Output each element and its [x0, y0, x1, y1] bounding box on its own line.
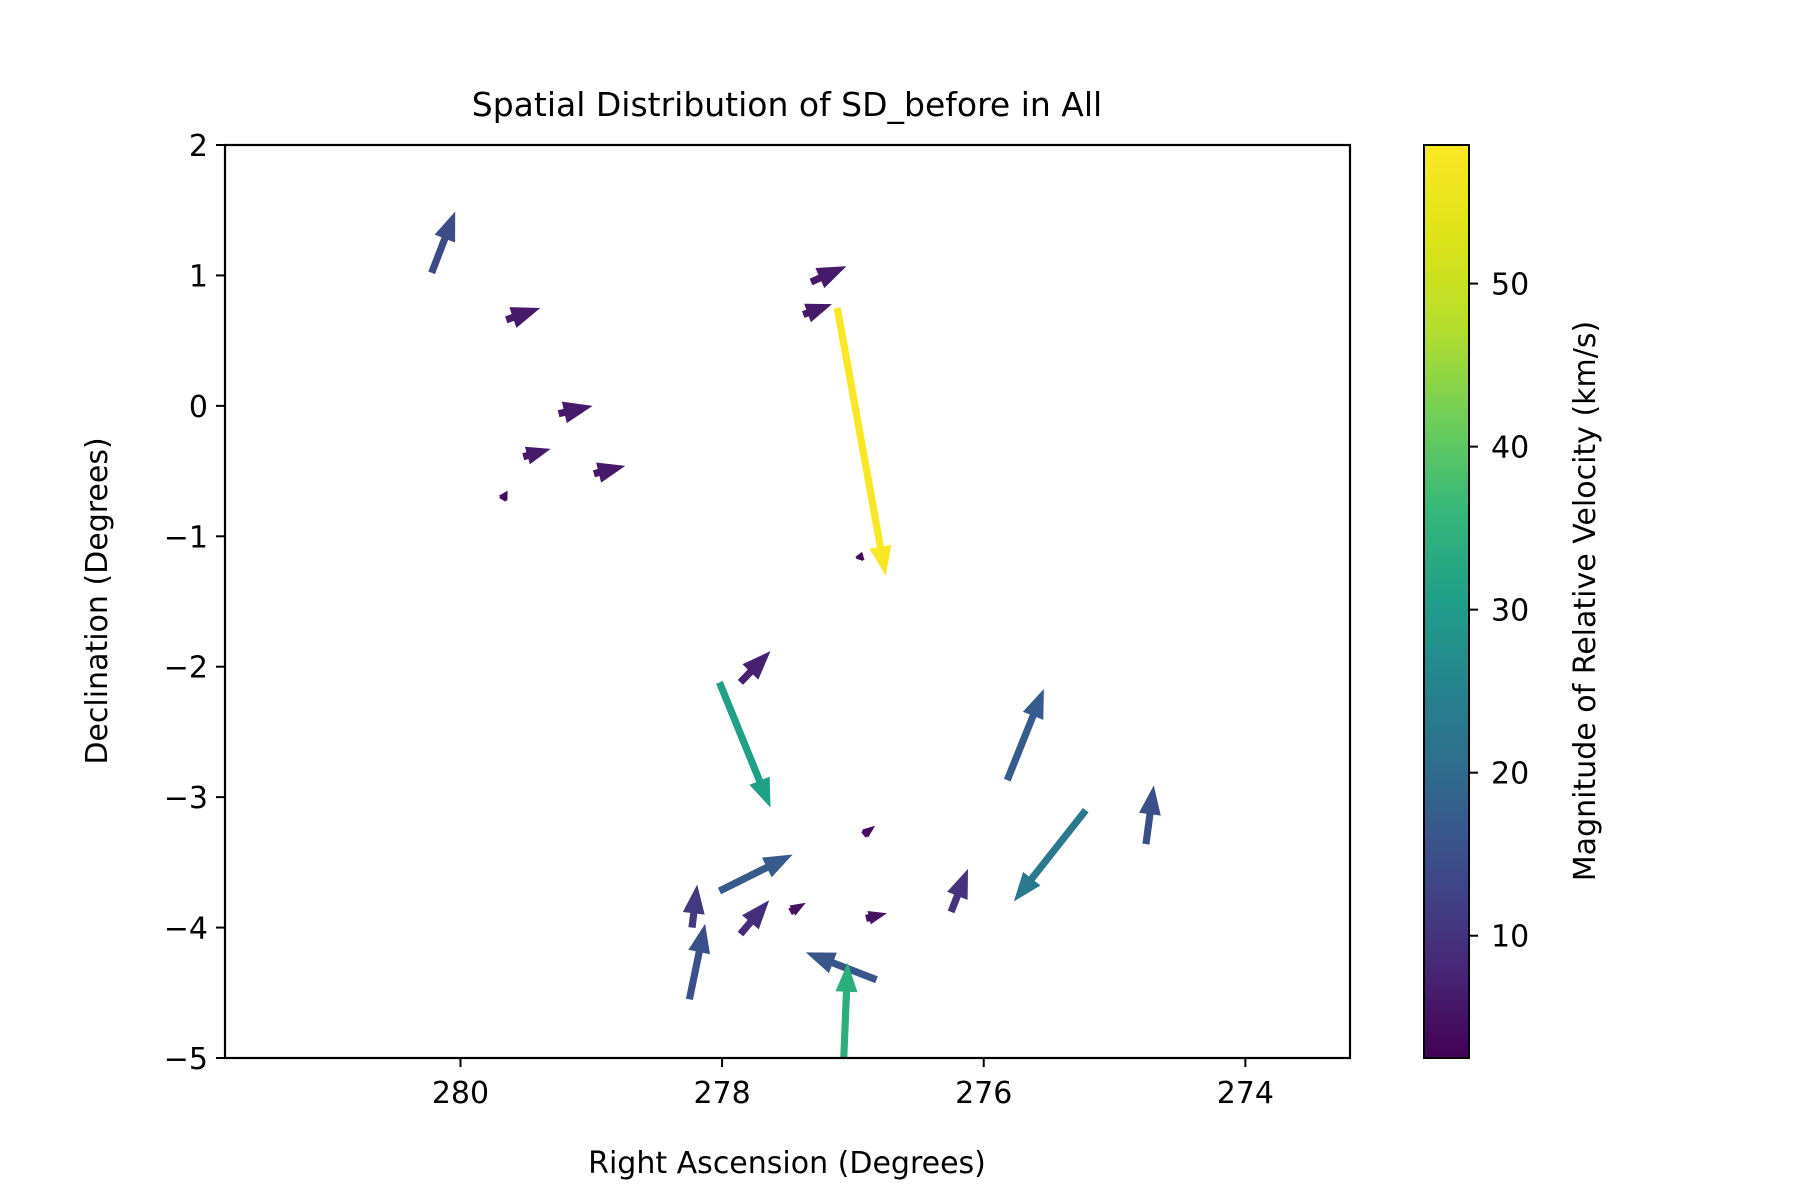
velocity-arrow — [505, 307, 541, 328]
y-tick-label: 0 — [189, 390, 208, 425]
velocity-arrow — [788, 902, 806, 916]
velocity-arrow — [717, 854, 793, 895]
velocity-arrow — [865, 911, 887, 925]
colorbar — [1423, 144, 1470, 1059]
velocity-arrow — [737, 900, 770, 937]
velocity-arrow — [685, 923, 710, 1000]
y-tick-label: −2 — [164, 651, 208, 686]
colorbar-tick-label: 40 — [1491, 431, 1529, 466]
velocity-arrow — [498, 490, 508, 502]
colorbar-ticks: 10 20 30 40 50 — [1469, 268, 1529, 955]
velocity-arrow — [833, 307, 892, 576]
velocity-arrow — [802, 303, 832, 323]
x-tick-label: 280 — [432, 1076, 489, 1111]
velocity-arrow — [716, 681, 771, 808]
velocity-arrow — [947, 868, 968, 914]
x-tick-label: 276 — [955, 1076, 1012, 1111]
y-axis: 2 1 0 −1 −2 −3 −4 −5 — [164, 129, 225, 1077]
colorbar-tick-label: 20 — [1491, 757, 1529, 792]
x-axis: 280 278 276 274 — [432, 1058, 1274, 1111]
velocity-arrow — [1003, 688, 1044, 782]
velocity-arrow — [809, 266, 847, 289]
x-tick-label: 274 — [1217, 1076, 1274, 1111]
y-tick-label: −4 — [164, 912, 208, 947]
x-tick-label: 278 — [693, 1076, 750, 1111]
colorbar-tick-label: 10 — [1491, 920, 1529, 955]
y-tick-label: 1 — [189, 259, 208, 294]
vector-field — [428, 211, 1161, 1058]
velocity-arrow — [593, 462, 626, 483]
velocity-arrow — [428, 211, 456, 275]
velocity-arrow — [1013, 808, 1089, 902]
x-axis-label: Right Ascension (Degrees) — [588, 1146, 986, 1181]
colorbar-tick-label: 30 — [1491, 594, 1529, 629]
velocity-arrow — [737, 651, 771, 685]
velocity-arrow — [835, 962, 858, 1058]
colorbar-tick-label: 50 — [1491, 268, 1529, 303]
velocity-arrow — [522, 446, 551, 465]
y-tick-label: −5 — [164, 1042, 208, 1077]
y-axis-label: Declination (Degrees) — [80, 437, 115, 764]
y-tick-label: 2 — [189, 129, 208, 164]
y-tick-label: −3 — [164, 781, 208, 816]
velocity-arrow — [557, 401, 593, 424]
chart-title: Spatial Distribution of SD_before in All — [472, 85, 1102, 124]
velocity-arrow — [861, 825, 876, 838]
colorbar-label: Magnitude of Relative Velocity (km/s) — [1568, 321, 1603, 881]
plot-frame — [223, 143, 1352, 1060]
velocity-arrow — [1139, 785, 1161, 845]
y-tick-label: −1 — [164, 520, 208, 555]
velocity-arrow — [855, 551, 865, 561]
velocity-arrow — [805, 952, 878, 984]
velocity-arrow — [682, 884, 705, 928]
